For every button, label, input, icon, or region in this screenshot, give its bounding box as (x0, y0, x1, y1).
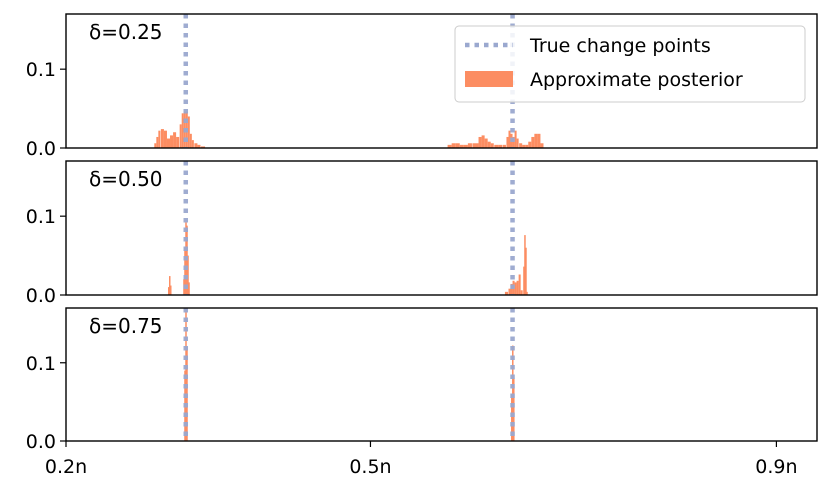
posterior-bar (163, 130, 167, 148)
posterior-bar (494, 144, 499, 148)
y-tick-label: 0.0 (26, 138, 56, 160)
legend: True change points Approximate posterior (454, 25, 806, 103)
posterior-bar (528, 141, 532, 148)
posterior-bar (191, 140, 194, 148)
posterior-series (154, 111, 544, 148)
x-axis: 0.2n 0.5n 0.9n (45, 441, 798, 478)
posterior-bar (173, 132, 177, 148)
posterior-bar (447, 144, 452, 148)
posterior-bar (463, 144, 468, 148)
panel-frame (65, 160, 818, 296)
posterior-bar (467, 143, 472, 148)
y-tick-label: 0.1 (26, 206, 56, 228)
posterior-bar (167, 287, 170, 295)
posterior-bar (534, 133, 538, 148)
posterior-bar (170, 135, 174, 148)
posterior-bar (511, 394, 513, 441)
posterior-bar (504, 291, 508, 295)
posterior-bar (187, 116, 190, 148)
posterior-bar (481, 135, 485, 148)
posterior-bar (522, 144, 526, 148)
posterior-bar (506, 136, 509, 148)
y-tick-label: 0.0 (26, 285, 56, 307)
posterior-bar (459, 144, 464, 148)
panel-label: δ=0.75 (89, 314, 163, 338)
posterior-bar (537, 133, 541, 148)
posterior-bar (170, 285, 172, 295)
posterior-bar (156, 136, 159, 148)
posterior-bar (487, 141, 491, 148)
posterior-bar (523, 266, 525, 295)
posterior-bar (194, 143, 198, 148)
posterior-bar (502, 144, 506, 148)
posterior-bar (484, 138, 488, 148)
legend-posterior-swatch (465, 71, 513, 87)
posterior-bar (179, 124, 182, 148)
posterior-bar (525, 247, 527, 295)
y-tick-label: 0.0 (26, 431, 56, 453)
posterior-bar (184, 247, 186, 295)
posterior-bar (516, 280, 519, 295)
posterior-bar (189, 133, 192, 148)
legend-label-posterior: Approximate posterior (530, 69, 743, 91)
posterior-bar (451, 143, 456, 148)
posterior-bar (519, 143, 523, 148)
posterior-bar (510, 283, 513, 295)
posterior-bar (512, 136, 515, 148)
panel-2: 0.0 0.1 δ=0.50 (26, 160, 818, 307)
panel-frame (65, 307, 818, 442)
posterior-bar (160, 129, 164, 148)
posterior-bar (490, 143, 494, 148)
posterior-bar (525, 144, 529, 148)
posterior-bar (508, 288, 511, 295)
y-tick-label: 0.1 (26, 353, 56, 375)
posterior-bar (531, 136, 535, 148)
posterior-bar (526, 291, 528, 295)
posterior-bar (188, 282, 190, 295)
posterior-bar (514, 282, 517, 295)
posterior-bar (169, 276, 171, 295)
posterior-bar (512, 345, 514, 441)
posterior-bar (181, 113, 184, 148)
posterior-bar (176, 136, 180, 148)
posterior-bar (154, 143, 157, 148)
posterior-bar (478, 136, 482, 148)
posterior-bar (200, 146, 206, 148)
panel-3: 0.0 0.1 δ=0.75 (26, 307, 818, 453)
posterior-bar (540, 143, 544, 148)
posterior-bar (514, 130, 517, 148)
posterior-bar (475, 143, 479, 148)
x-tick-label: 0.5n (349, 456, 391, 478)
posterior-bar (508, 130, 511, 148)
panel-label: δ=0.25 (89, 20, 163, 44)
panel-label: δ=0.50 (89, 167, 163, 191)
posterior-series (184, 308, 515, 441)
x-tick-label: 0.9n (755, 456, 797, 478)
posterior-bar (524, 235, 526, 295)
posterior-bar (516, 138, 519, 148)
panel-frame (65, 13, 818, 149)
legend-box (454, 25, 806, 103)
posterior-bar (513, 378, 515, 441)
x-tick-label: 0.2n (45, 456, 87, 478)
legend-label-change-points: True change points (529, 35, 711, 57)
posterior-bar (158, 130, 161, 148)
posterior-bar (472, 143, 476, 148)
posterior-bar (498, 144, 503, 148)
posterior-bar (166, 138, 171, 148)
posterior-bar (518, 274, 521, 295)
posterior-bar (197, 144, 201, 148)
posterior-bar (187, 255, 189, 295)
posterior-series (167, 222, 528, 295)
posterior-bar (520, 290, 523, 295)
y-tick-label: 0.1 (26, 59, 56, 81)
posterior-bar (455, 143, 460, 148)
